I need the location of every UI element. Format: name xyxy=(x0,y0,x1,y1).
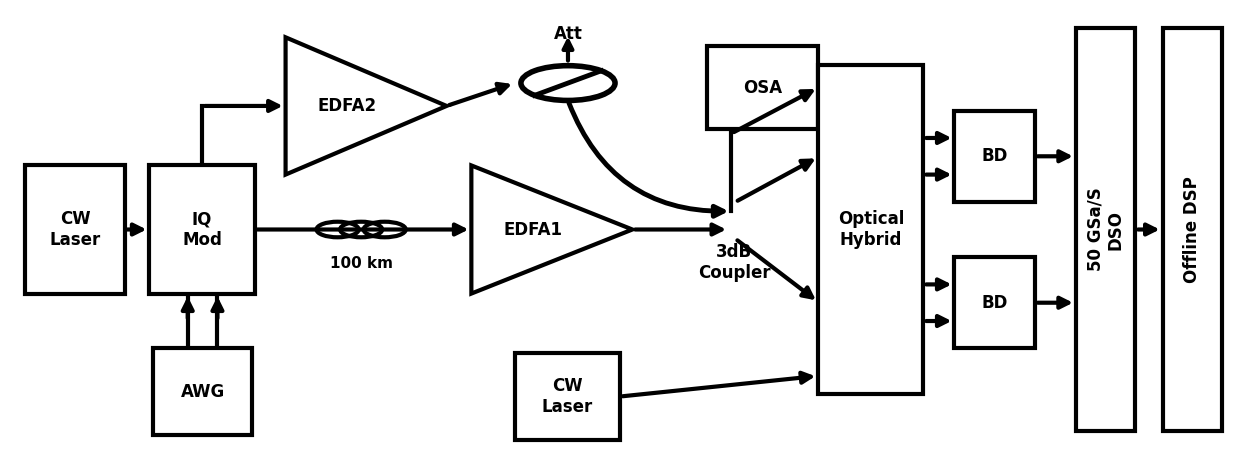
FancyBboxPatch shape xyxy=(818,65,924,394)
FancyBboxPatch shape xyxy=(1163,28,1221,431)
FancyBboxPatch shape xyxy=(1076,28,1136,431)
Text: Optical
Hybrid: Optical Hybrid xyxy=(838,210,904,249)
Text: Offline DSP: Offline DSP xyxy=(1183,176,1202,283)
Text: Att: Att xyxy=(553,25,583,43)
Text: EDFA1: EDFA1 xyxy=(503,220,562,239)
FancyBboxPatch shape xyxy=(26,165,124,294)
Text: BD: BD xyxy=(982,294,1008,312)
Text: 100 km: 100 km xyxy=(330,256,393,271)
Text: OSA: OSA xyxy=(743,78,782,97)
Text: CW
Laser: CW Laser xyxy=(542,377,593,416)
Text: AWG: AWG xyxy=(181,383,224,401)
FancyBboxPatch shape xyxy=(955,111,1035,202)
Polygon shape xyxy=(285,37,446,174)
Text: 3dB
Coupler: 3dB Coupler xyxy=(698,243,770,282)
Text: CW
Laser: CW Laser xyxy=(50,210,100,249)
FancyBboxPatch shape xyxy=(515,353,620,440)
FancyArrowPatch shape xyxy=(569,103,723,216)
FancyBboxPatch shape xyxy=(707,46,818,129)
Text: BD: BD xyxy=(982,147,1008,165)
Text: EDFA2: EDFA2 xyxy=(317,97,376,115)
FancyBboxPatch shape xyxy=(153,348,252,436)
FancyBboxPatch shape xyxy=(149,165,254,294)
Text: 50 GSa/S
DSO: 50 GSa/S DSO xyxy=(1086,188,1125,271)
Text: IQ
Mod: IQ Mod xyxy=(182,210,222,249)
Polygon shape xyxy=(471,165,632,294)
FancyBboxPatch shape xyxy=(955,257,1035,348)
